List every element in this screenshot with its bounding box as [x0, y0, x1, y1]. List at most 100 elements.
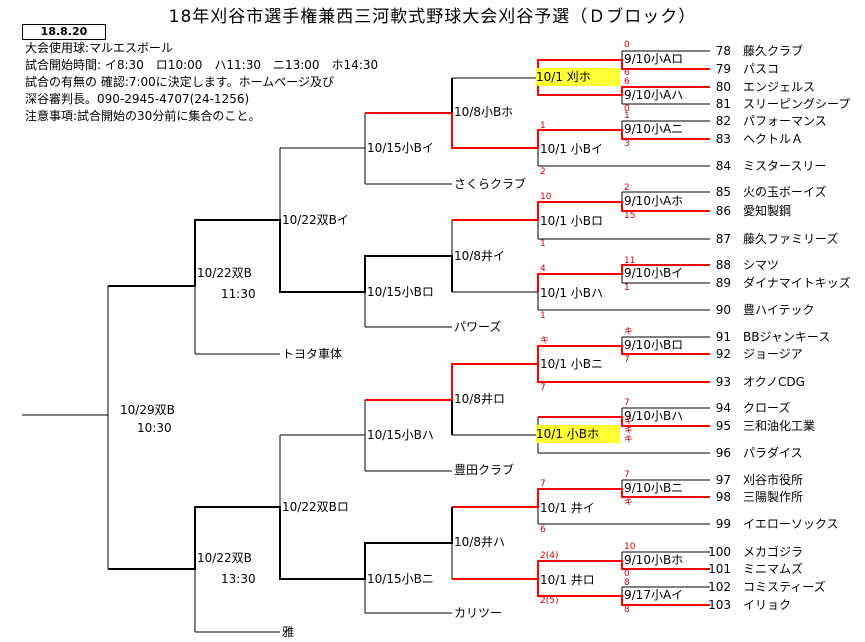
seed-team-6: 雅 [282, 625, 295, 639]
score-78: 0 [624, 40, 630, 50]
match-r5-2: 10/22双Bロ [282, 500, 349, 514]
team-name: 豊ハイテック [743, 303, 815, 317]
note-confirm-1: 試合の有無の 確認:7:00に決定します。ホームページ及び [25, 75, 335, 89]
team-number: 95 [715, 419, 731, 433]
score-100: 10 [624, 542, 636, 552]
score-101: 0 [624, 569, 630, 579]
score-92b: キ [540, 336, 550, 346]
match-r2-2: 10/1 小Bイ [540, 142, 603, 156]
note-confirm-2: 深谷審判長。090-2945-4707(24-1256) [25, 92, 250, 106]
page-title: 18年刈谷市選手権兼西三河軟式野球大会刈谷予選（Ｄブロック） [168, 7, 697, 27]
team-number: 85 [715, 185, 731, 199]
team-name: コミスティーズ [743, 580, 826, 594]
team-number: 87 [715, 232, 731, 246]
team-number: 102 [708, 580, 731, 594]
team-name: 藤久ファミリーズ [743, 232, 839, 246]
team-number: 94 [715, 401, 731, 415]
team-name: ミニマムズ [743, 562, 804, 576]
score-102: 8 [624, 578, 630, 588]
score-98: キ [624, 498, 634, 508]
match-r6-1-time: 11:30 [221, 287, 256, 301]
score-94: 7 [624, 398, 630, 408]
score-86b: 10 [540, 192, 552, 202]
team-number: 81 [715, 97, 731, 111]
match-r6-1-date: 10/22双B [197, 266, 252, 280]
score-95b: キ [624, 417, 634, 427]
team-name: 火の玉ボーイズ [743, 185, 827, 199]
team-number: 100 [708, 545, 731, 559]
team-name: イエローソックス [743, 517, 839, 531]
score-96: キ [624, 435, 634, 445]
team-name: ミスタースリー [743, 159, 827, 173]
match-r3-3: 10/8井ロ [454, 392, 505, 406]
match-r4-4: 10/15小Bニ [367, 572, 434, 586]
match-r1-4: 9/10小Aホ [624, 194, 684, 208]
team-name: 藤久クラブ [743, 44, 804, 58]
score-90: 1 [540, 311, 546, 321]
score-83b: 1 [540, 121, 546, 131]
team-name: 三和油化工業 [743, 419, 816, 433]
team-name: スリーピングシープ [743, 97, 851, 111]
team-number: 91 [715, 330, 731, 344]
match-r2-3: 10/1 小Bロ [540, 214, 603, 228]
team-number: 80 [715, 80, 731, 94]
match-r3-1: 10/8小Bホ [454, 105, 514, 119]
score-79: 6 [624, 68, 630, 78]
score-86: 15 [624, 211, 636, 221]
match-r1-10: 9/17小Aイ [624, 588, 684, 602]
date-box: 18.8.20 [22, 24, 106, 40]
team-number: 78 [715, 44, 731, 58]
final-time: 10:30 [137, 421, 172, 435]
team-name: シマツ [743, 258, 780, 272]
seed-team-3: トヨタ車体 [282, 347, 343, 361]
match-r3-4: 10/8井ハ [454, 535, 505, 549]
note-start-times: 試合開始時間: イ8:30 ロ10:00 ハ11:30 ニ13:00 ホ14:3… [25, 58, 379, 72]
score-88: 11 [624, 256, 636, 266]
team-number: 92 [715, 347, 731, 361]
team-name: 愛知製鋼 [743, 204, 792, 218]
team-name: ヘクトルＡ [743, 132, 804, 146]
seed-team-5: カリツー [454, 606, 503, 620]
match-r5-1: 10/22双Bイ [282, 213, 349, 227]
score-89: 1 [624, 283, 630, 293]
score-101b: 2(4) [540, 551, 559, 561]
team-number: 86 [715, 204, 731, 218]
score-82: 1 [624, 111, 630, 121]
team-number: 83 [715, 132, 731, 146]
match-r1-9: 9/10小Bホ [624, 553, 684, 567]
match-r6-2-time: 13:30 [221, 572, 256, 586]
team-number: 82 [715, 114, 731, 128]
team-name: クローズ [743, 401, 791, 415]
team-name: エンジェルス [743, 80, 816, 94]
team-name: パスコ [743, 62, 780, 76]
team-number: 84 [715, 159, 731, 173]
team-name: ダイナマイトキッズ [743, 276, 851, 290]
team-name: パラダイス [743, 446, 803, 460]
score-85: 2 [624, 183, 630, 193]
match-r1-5: 9/10小Bイ [624, 266, 684, 280]
team-name: イリョク [743, 598, 792, 612]
score-84: 2 [540, 167, 546, 177]
score-103: 8 [624, 605, 630, 615]
match-r4-2: 10/15小Bロ [367, 285, 434, 299]
score-95: キ [624, 426, 634, 436]
match-r1-6: 9/10小Bロ [624, 338, 684, 352]
score-81: 0 [624, 104, 630, 114]
match-r2-6: 10/1 小Bホ [536, 425, 620, 443]
score-99: 6 [540, 525, 546, 535]
team-number: 88 [715, 258, 731, 272]
match-r2-1: 10/1 刈ホ [536, 68, 620, 86]
match-r2-4: 10/1 小Bハ [540, 286, 603, 300]
match-r2-5: 10/1 小Bニ [540, 357, 603, 371]
seed-team-4: 豊田クラブ [454, 463, 515, 477]
note-ball: 大会使用球:マルエスボール [25, 41, 174, 55]
score-87: 1 [540, 239, 546, 249]
score-103b: 2(5) [540, 596, 559, 606]
team-number: 89 [715, 276, 731, 290]
team-number: 101 [708, 562, 731, 576]
team-number: 90 [715, 303, 731, 317]
match-r6-2-date: 10/22双B [197, 551, 252, 565]
seed-team-2: パワーズ [454, 320, 502, 334]
match-r1-8: 9/10小Bニ [624, 481, 684, 495]
score-80: 6 [624, 77, 630, 87]
